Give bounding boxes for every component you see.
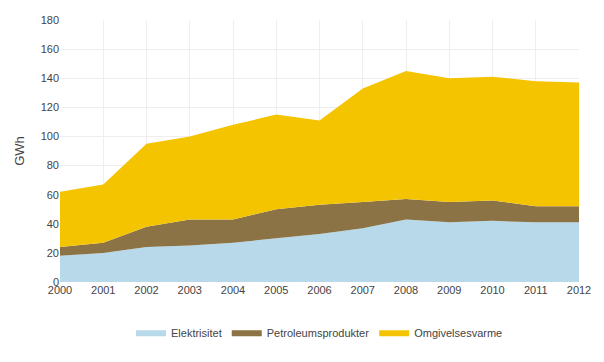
svg-text:2009: 2009 [437,284,461,296]
svg-text:2005: 2005 [264,284,288,296]
svg-text:160: 160 [41,43,59,55]
svg-text:Elektrisitet: Elektrisitet [171,327,222,339]
svg-text:120: 120 [41,101,59,113]
svg-text:80: 80 [47,159,59,171]
svg-text:2006: 2006 [307,284,331,296]
svg-text:140: 140 [41,72,59,84]
svg-text:2003: 2003 [178,284,202,296]
svg-text:2002: 2002 [134,284,158,296]
svg-text:40: 40 [47,218,59,230]
svg-text:20: 20 [47,247,59,259]
svg-text:180: 180 [41,14,59,26]
svg-text:2001: 2001 [91,284,115,296]
svg-text:2007: 2007 [351,284,375,296]
svg-text:2008: 2008 [394,284,418,296]
svg-text:100: 100 [41,130,59,142]
svg-text:Omgivelsesvarme: Omgivelsesvarme [414,327,502,339]
svg-text:60: 60 [47,189,59,201]
svg-text:2012: 2012 [567,284,591,296]
svg-text:0: 0 [53,276,59,288]
svg-text:2004: 2004 [221,284,245,296]
svg-text:GWh: GWh [12,136,27,166]
svg-text:2011: 2011 [524,284,548,296]
svg-text:2000: 2000 [48,284,72,296]
svg-text:2010: 2010 [480,284,504,296]
svg-text:Petroleumsprodukter: Petroleumsprodukter [267,327,369,339]
